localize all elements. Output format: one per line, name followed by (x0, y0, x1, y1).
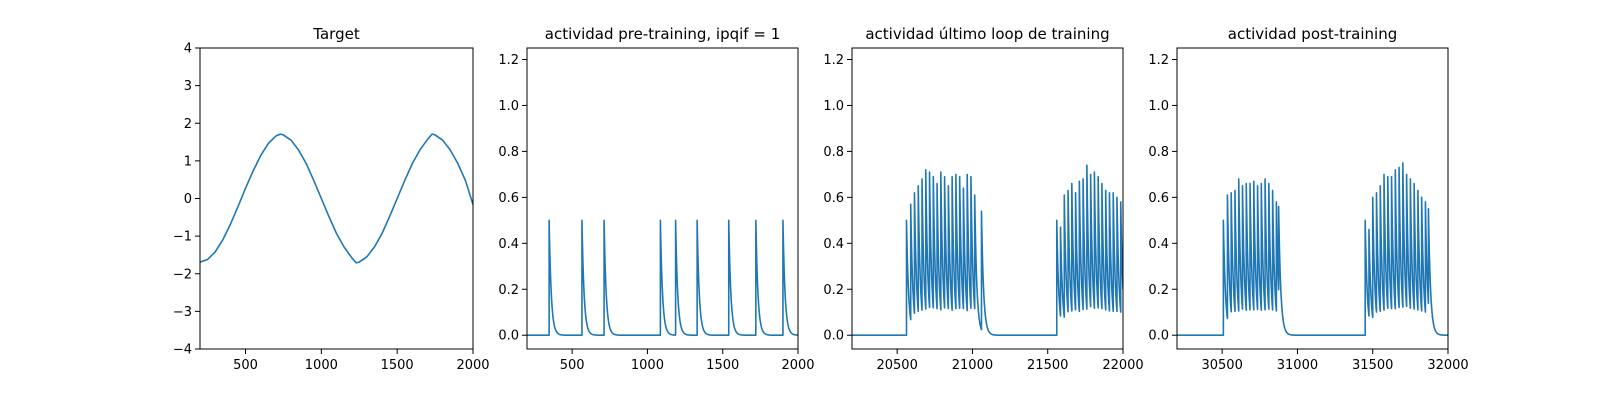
series-line (200, 133, 473, 264)
x-tick-label: 1500 (706, 358, 739, 373)
y-tick-label: 1.2 (823, 53, 844, 68)
x-tick-label: 1000 (305, 358, 338, 373)
y-tick-label: 1 (184, 154, 192, 169)
y-tick-label: 1.0 (823, 99, 844, 114)
y-tick-label: 0.0 (1148, 329, 1169, 344)
y-tick-label: 3 (184, 79, 192, 94)
y-tick-label: 0.6 (823, 191, 844, 206)
chart-title: Target (312, 25, 360, 43)
axes-frame (851, 47, 1124, 350)
y-tick-label: −2 (173, 267, 192, 282)
y-tick-label: 1.0 (498, 99, 519, 114)
x-tick-label: 2000 (781, 358, 814, 373)
axes-frame (1176, 47, 1449, 350)
y-tick-label: 0.4 (498, 237, 519, 252)
y-tick-label: 0.6 (498, 191, 519, 206)
x-tick-label: 21500 (1027, 358, 1068, 373)
y-tick-label: 2 (184, 117, 192, 132)
x-tick-label: 1000 (631, 358, 664, 373)
y-tick-label: 0.6 (1148, 191, 1169, 206)
x-tick-label: 500 (233, 358, 258, 373)
y-tick-label: 0 (184, 192, 192, 207)
y-tick-label: −4 (173, 343, 192, 358)
chart-panel-3: actividad último loop de training 20500 21… (823, 25, 1143, 373)
series-line (852, 164, 1123, 337)
y-tick-label: 0.2 (823, 283, 844, 298)
y-tick-label: 1.2 (1148, 53, 1169, 68)
series-line (1177, 162, 1448, 337)
x-tick-label: 1500 (381, 358, 414, 373)
y-tick-label: 0.0 (498, 329, 519, 344)
axes-frame (526, 47, 799, 350)
y-tick-label: 4 (184, 42, 192, 57)
chart-title: actividad post-training (1228, 25, 1397, 43)
x-tick-label: 31500 (1352, 358, 1393, 373)
y-tick-label: 0.8 (1148, 145, 1169, 160)
y-tick-label: 0.4 (1148, 237, 1169, 252)
x-tick-label: 500 (560, 358, 585, 373)
x-tick-label: 32000 (1427, 358, 1468, 373)
x-tick-label: 30500 (1201, 358, 1242, 373)
series-line (527, 219, 798, 337)
y-tick-label: 0.8 (823, 145, 844, 160)
chart-panel-1: Target 500 1000 1500 2000 −4 −3 −2 −1 0 1 2 3 4 (173, 25, 490, 373)
x-tick-label: 21000 (952, 358, 993, 373)
y-tick-label: −1 (173, 230, 192, 245)
chart-panel-4: actividad post-training 30500 31000 31500 32… (1148, 25, 1468, 373)
chart-title: actividad último loop de training (865, 25, 1109, 43)
y-tick-label: 0.0 (823, 329, 844, 344)
y-tick-label: 0.4 (823, 237, 844, 252)
x-tick-label: 20500 (876, 358, 917, 373)
y-tick-label: 0.2 (1148, 283, 1169, 298)
x-tick-label: 31000 (1277, 358, 1318, 373)
x-tick-label: 2000 (456, 358, 489, 373)
y-tick-label: 0.2 (498, 283, 519, 298)
chart-panel-2: actividad pre-training, ipqif = 1 500 1000… (498, 25, 814, 373)
y-tick-label: 0.8 (498, 145, 519, 160)
x-tick-label: 22000 (1102, 358, 1143, 373)
chart-title: actividad pre-training, ipqif = 1 (545, 25, 781, 43)
y-tick-label: 1.2 (498, 53, 519, 68)
y-tick-label: −3 (173, 305, 192, 320)
y-tick-label: 1.0 (1148, 99, 1169, 114)
